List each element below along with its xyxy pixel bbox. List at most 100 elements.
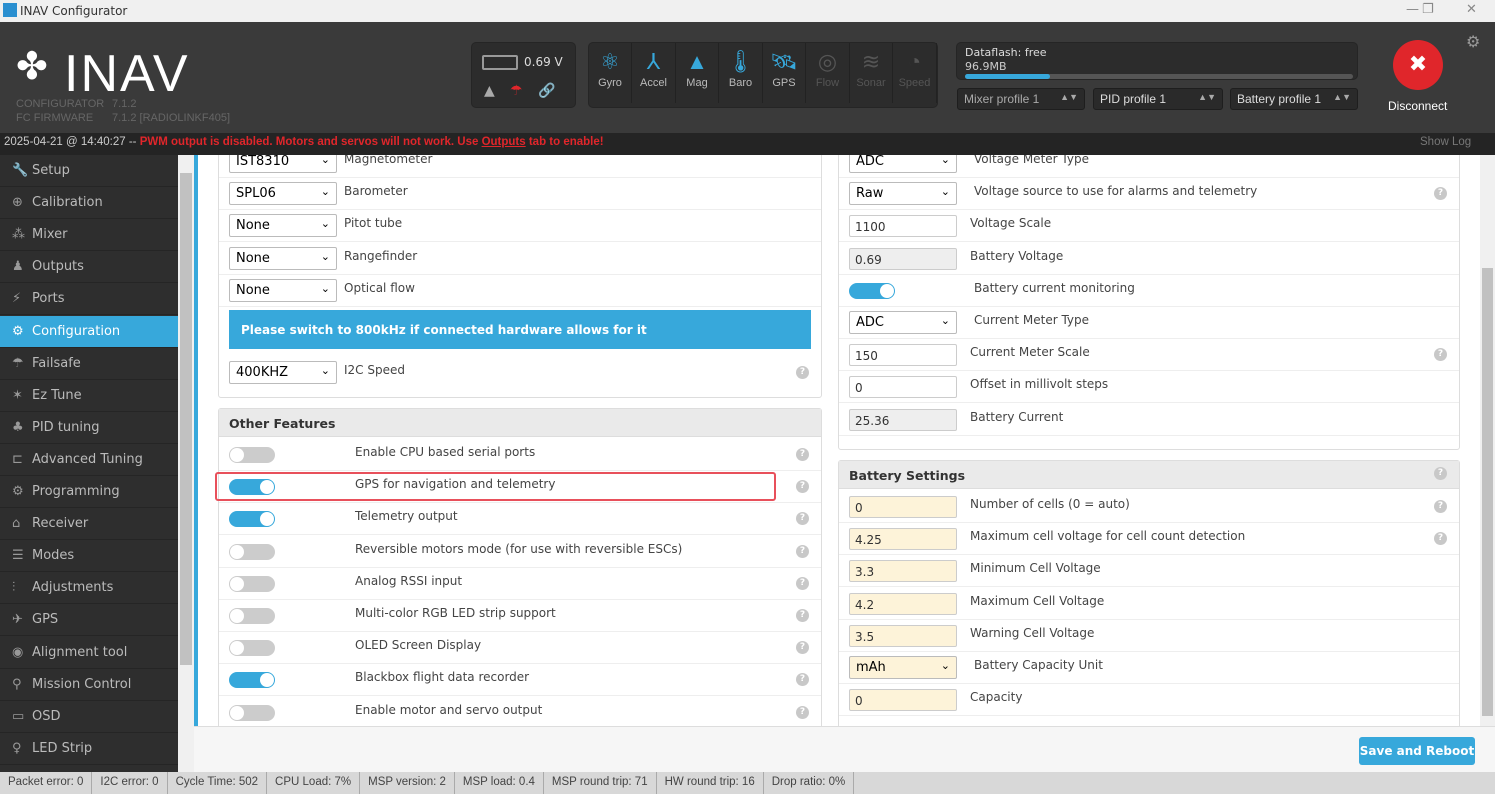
- sidebar-item-ports[interactable]: ⚡ Ports: [0, 283, 178, 316]
- number-input[interactable]: 3.5: [849, 624, 957, 647]
- help-icon[interactable]: ?: [1434, 348, 1447, 362]
- content-scrollbar[interactable]: [1480, 155, 1495, 726]
- toggle[interactable]: [229, 672, 275, 689]
- pid-profile-select[interactable]: PID profile 1 ▲▼: [1093, 88, 1223, 110]
- disconnect-button[interactable]: Disconnect: [1388, 99, 1448, 113]
- toggle[interactable]: [229, 575, 275, 592]
- help-icon[interactable]: ?: [796, 512, 809, 526]
- show-log-button[interactable]: Show Log: [1420, 136, 1472, 148]
- sidebar-item-configuration[interactable]: ⚙ Configuration: [0, 315, 178, 348]
- sidebar-item-advanced-tuning[interactable]: ⊏ Advanced Tuning: [0, 444, 178, 476]
- wand-icon: ✶: [12, 387, 23, 403]
- help-icon[interactable]: ?: [796, 448, 809, 461]
- toggle[interactable]: [849, 282, 895, 299]
- number-input[interactable]: 1100: [849, 215, 957, 238]
- thermometer-icon: 🌡: [726, 49, 755, 74]
- mixer-profile-select[interactable]: Mixer profile 1 ▲▼: [957, 88, 1085, 110]
- sidebar-item-setup[interactable]: 🔧 Setup: [0, 155, 178, 187]
- number-input[interactable]: 150: [849, 344, 957, 367]
- select[interactable]: mAh ⌄: [849, 656, 957, 679]
- sidebar-item-pid-tuning[interactable]: ♣ PID tuning: [0, 412, 178, 444]
- select[interactable]: ADC ⌄: [849, 155, 957, 173]
- number-input[interactable]: 3.3: [849, 560, 957, 583]
- window-title: INAV Configurator: [20, 4, 128, 18]
- compass-icon: ◉: [12, 644, 24, 660]
- number-input[interactable]: 0: [849, 496, 957, 518]
- field-label: I2C Speed: [344, 363, 405, 377]
- sidebar-item-receiver[interactable]: ⌂ Receiver: [0, 508, 178, 541]
- scrollbar-thumb[interactable]: [1482, 268, 1493, 716]
- sidebar-item-failsafe[interactable]: ☂ Failsafe: [0, 348, 178, 380]
- number-input[interactable]: 4.2: [849, 592, 957, 615]
- sidebar-item-label: Setup: [32, 163, 70, 178]
- select[interactable]: None ⌄: [229, 246, 337, 270]
- help-icon[interactable]: ?: [1434, 467, 1447, 480]
- close-button[interactable]: ✕: [1466, 2, 1477, 17]
- scrollbar-thumb[interactable]: [180, 173, 192, 665]
- usb-disconnect-icon[interactable]: ✖: [1393, 40, 1443, 90]
- select[interactable]: ADC ⌄: [849, 311, 957, 334]
- sensor-label: Gyro: [598, 77, 622, 89]
- configurator-version: 7.1.2: [112, 98, 137, 110]
- warning-icon: ▲: [484, 83, 495, 99]
- number-input[interactable]: 0: [849, 376, 957, 399]
- sidebar-item-outputs[interactable]: ♟ Outputs: [0, 251, 178, 284]
- chevron-down-icon: ⌄: [940, 185, 950, 199]
- select[interactable]: IST8310 ⌄: [229, 155, 337, 173]
- toggle[interactable]: [229, 640, 275, 657]
- toggle[interactable]: [229, 479, 275, 496]
- sidebar-item-calibration[interactable]: ⊕ Calibration: [0, 187, 178, 220]
- outputs-link[interactable]: Outputs: [481, 136, 526, 148]
- help-icon[interactable]: ?: [1434, 187, 1447, 201]
- toggle[interactable]: [229, 511, 275, 528]
- status-item: Drop ratio: 0%: [764, 772, 855, 794]
- help-icon[interactable]: ?: [1434, 500, 1447, 513]
- readonly-value: 25.36: [849, 408, 957, 431]
- toggle[interactable]: [229, 704, 275, 721]
- toggle[interactable]: [229, 543, 275, 560]
- status-item: Cycle Time: 502: [168, 772, 268, 794]
- maximize-button[interactable]: ❐: [1422, 2, 1434, 17]
- minimize-button[interactable]: —: [1406, 2, 1419, 17]
- sidebar-item-programming[interactable]: ⚙ Programming: [0, 476, 178, 508]
- sidebar-item-led-strip[interactable]: ♀ LED Strip: [0, 733, 178, 765]
- help-icon[interactable]: ?: [796, 641, 809, 655]
- sidebar-item-mixer[interactable]: ⁂ Mixer: [0, 219, 178, 252]
- sidebar-scrollbar[interactable]: [178, 155, 194, 772]
- help-icon[interactable]: ?: [796, 544, 809, 558]
- sidebar-item-osd[interactable]: ▭ OSD: [0, 701, 178, 733]
- toggle[interactable]: [229, 608, 275, 624]
- settings-gear-icon[interactable]: ⚙: [1466, 32, 1481, 51]
- help-icon[interactable]: ?: [796, 673, 809, 687]
- number-input[interactable]: 0: [849, 689, 957, 712]
- chevron-down-icon: ⌄: [320, 185, 330, 199]
- select[interactable]: None ⌄: [229, 214, 337, 238]
- field-label: Maximum cell voltage for cell count dete…: [970, 529, 1246, 544]
- toggle[interactable]: [229, 447, 275, 463]
- sidebar-item-alignment-tool[interactable]: ◉ Alignment tool: [0, 637, 178, 669]
- sidebar-item-modes[interactable]: ☰ Modes: [0, 540, 178, 573]
- battery-row: 0 Offset in millivolt steps: [839, 371, 1459, 404]
- log-timestamp: 2025-04-21 @ 14:40:27 --: [4, 136, 137, 148]
- battery-profile-select[interactable]: Battery profile 1 ▲▼: [1230, 88, 1358, 110]
- sidebar-item-gps[interactable]: ✈ GPS: [0, 604, 178, 637]
- field-label: Voltage source to use for alarms and tel…: [974, 184, 1258, 199]
- select[interactable]: 400KHZ ⌄: [229, 361, 337, 384]
- help-icon[interactable]: ?: [796, 480, 809, 494]
- help-icon[interactable]: ?: [796, 705, 809, 719]
- sensor-accel: ⅄ Accel: [633, 43, 676, 103]
- field-label: Optical flow: [344, 280, 415, 295]
- feature-row: GPS for navigation and telemetry?: [219, 471, 821, 504]
- sidebar-item-ez-tune[interactable]: ✶ Ez Tune: [0, 380, 178, 412]
- sidebar-item-adjustments[interactable]: ⫶ Adjustments: [0, 572, 178, 605]
- select[interactable]: Raw ⌄: [849, 182, 957, 206]
- sidebar-item-mission-control[interactable]: ⚲ Mission Control: [0, 669, 178, 701]
- help-icon[interactable]: ?: [796, 366, 809, 379]
- save-and-reboot-button[interactable]: Save and Reboot: [1359, 737, 1475, 765]
- select[interactable]: None ⌄: [229, 278, 337, 302]
- help-icon[interactable]: ?: [796, 576, 809, 590]
- number-input[interactable]: 4.25: [849, 528, 957, 551]
- help-icon[interactable]: ?: [796, 609, 809, 622]
- select[interactable]: SPL06 ⌄: [229, 182, 337, 206]
- help-icon[interactable]: ?: [1434, 532, 1447, 546]
